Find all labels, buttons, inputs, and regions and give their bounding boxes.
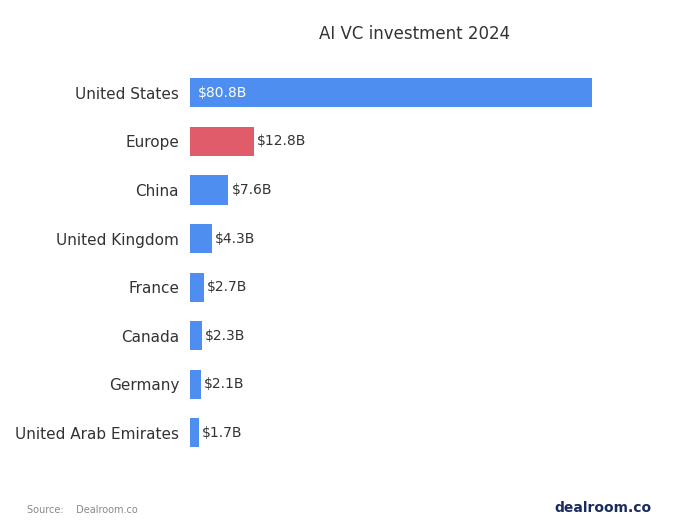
Bar <box>190 418 198 448</box>
Bar <box>190 321 202 350</box>
Title: AI VC investment 2024: AI VC investment 2024 <box>318 25 510 42</box>
Bar <box>190 272 204 302</box>
Text: Source:    Dealroom.co: Source: Dealroom.co <box>27 505 138 515</box>
Text: $1.7B: $1.7B <box>202 426 242 440</box>
Text: $2.7B: $2.7B <box>207 280 247 294</box>
Text: $2.3B: $2.3B <box>205 329 245 342</box>
Text: $7.6B: $7.6B <box>232 183 272 197</box>
Bar <box>190 370 200 399</box>
Text: $4.3B: $4.3B <box>215 232 255 245</box>
Text: $12.8B: $12.8B <box>257 134 307 149</box>
Text: $2.1B: $2.1B <box>204 377 244 391</box>
Text: dealroom.co: dealroom.co <box>555 501 652 515</box>
Bar <box>190 78 593 107</box>
Text: $80.8B: $80.8B <box>198 86 247 100</box>
Bar <box>190 224 212 253</box>
Bar <box>190 175 228 204</box>
Bar <box>190 127 254 156</box>
